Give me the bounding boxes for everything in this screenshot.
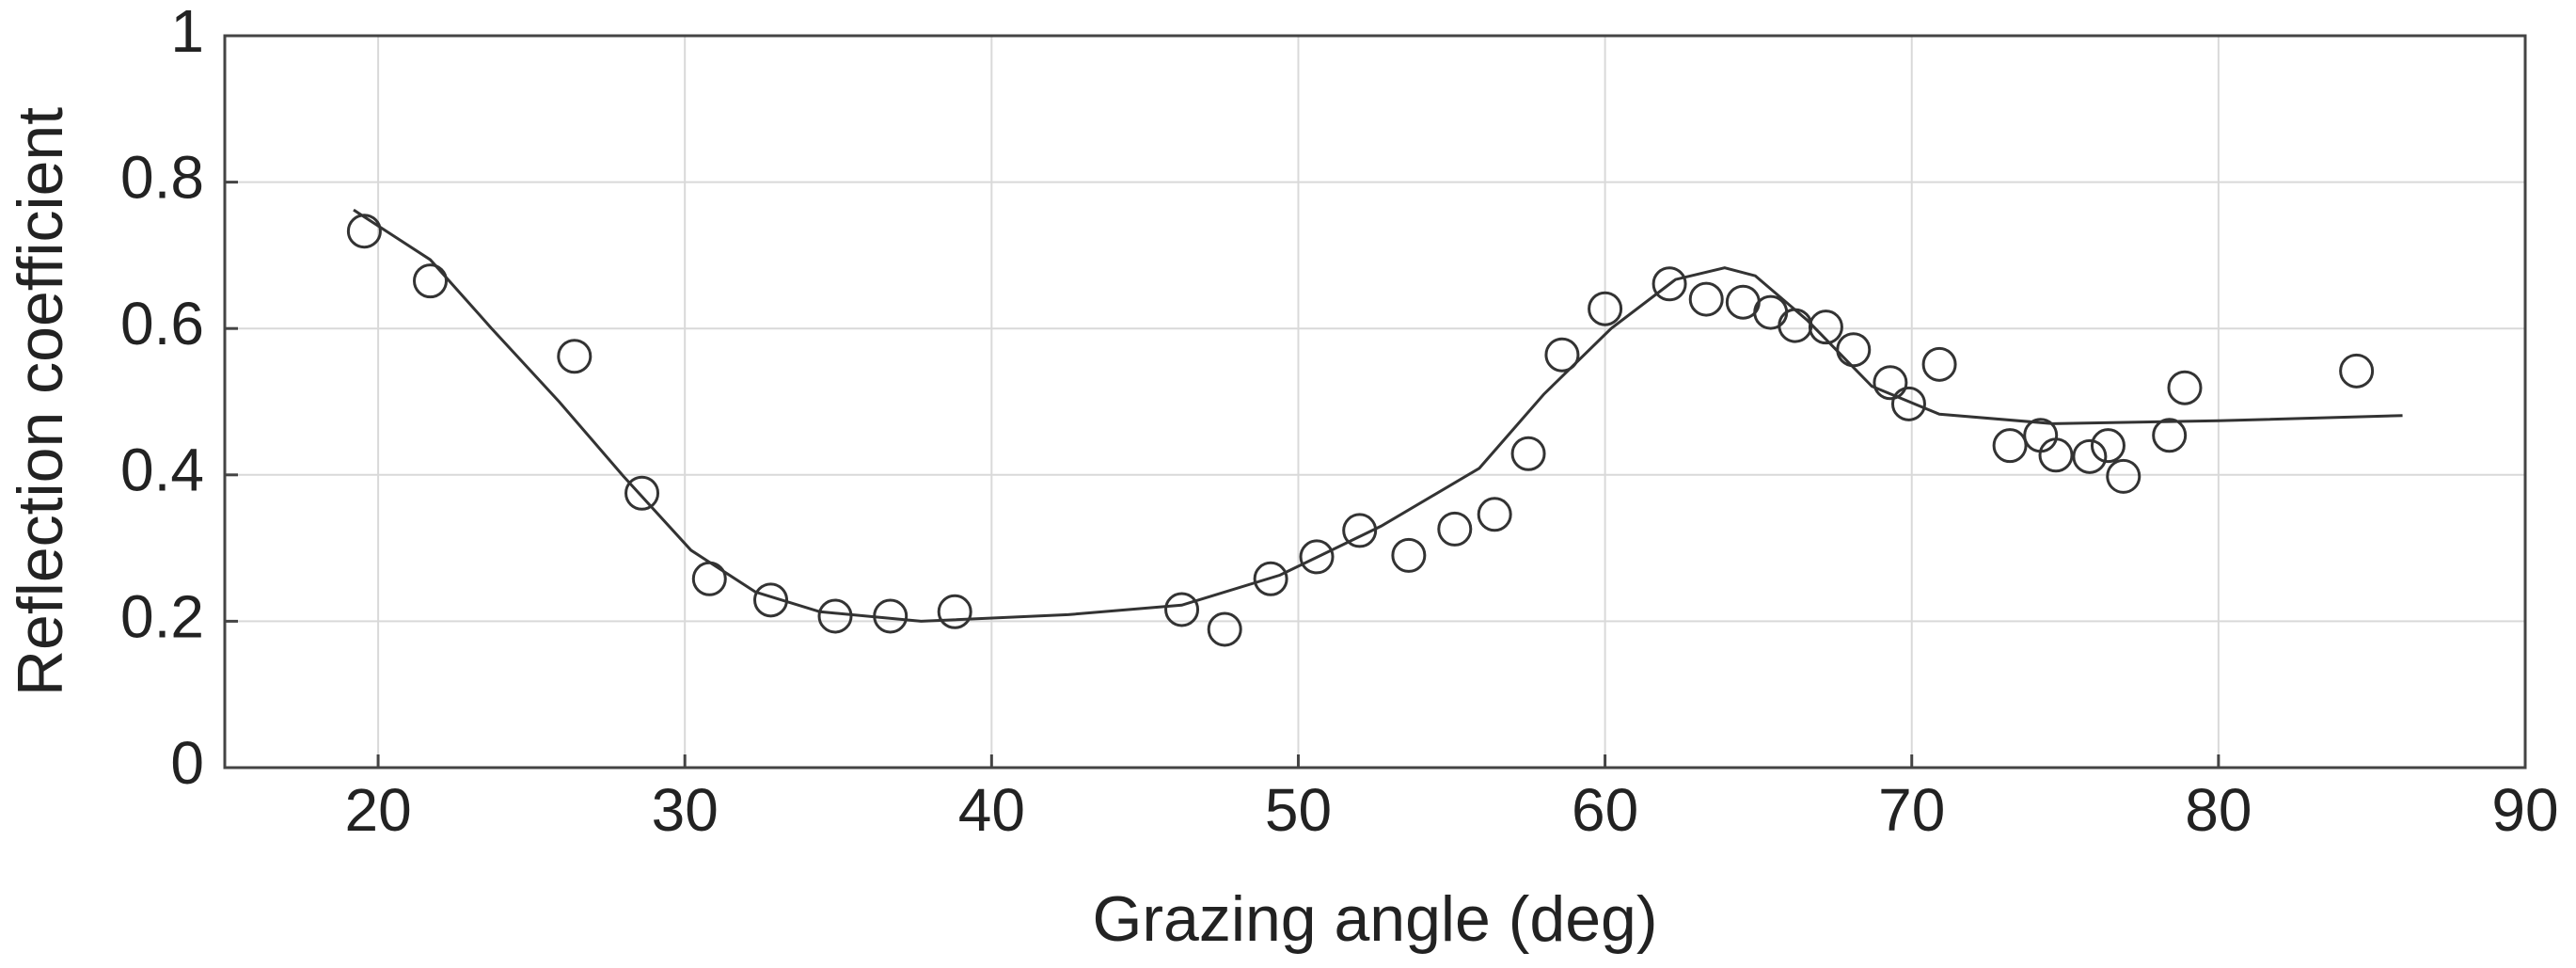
data-point xyxy=(1299,539,1335,575)
data-point xyxy=(1510,436,1546,471)
data-point xyxy=(346,214,382,249)
fit-line xyxy=(353,208,2403,623)
data-point xyxy=(1164,592,1200,627)
data-point xyxy=(1992,428,2028,464)
data-point xyxy=(1391,537,1427,573)
data-point xyxy=(753,582,789,618)
data-point xyxy=(1588,291,1623,326)
y-tick-label: 0.6 xyxy=(120,290,204,357)
data-point xyxy=(624,475,660,511)
data-point xyxy=(1342,513,1378,548)
data-point xyxy=(1207,611,1242,647)
y-tick-label: 0.8 xyxy=(120,144,204,212)
x-tick-label: 80 xyxy=(2185,776,2252,844)
plot-area xyxy=(225,36,2525,768)
plot-frame xyxy=(223,34,2527,770)
y-axis-label: Reflection coefficient xyxy=(5,107,76,696)
data-point xyxy=(1688,281,1724,317)
data-point xyxy=(1651,266,1687,302)
data-point xyxy=(2152,418,2188,453)
data-point xyxy=(1890,386,1926,421)
data-point xyxy=(1808,309,1843,345)
x-tick-label: 50 xyxy=(1265,776,1332,844)
data-point xyxy=(1477,497,1512,532)
x-tick-label: 40 xyxy=(958,776,1025,844)
x-tick-label: 90 xyxy=(2491,776,2558,844)
data-point xyxy=(937,594,972,629)
x-tick-label: 20 xyxy=(344,776,411,844)
y-tick-label: 0 xyxy=(170,729,204,797)
data-point xyxy=(1253,561,1288,596)
x-tick-label: 30 xyxy=(652,776,719,844)
data-point xyxy=(557,339,593,374)
data-point xyxy=(817,598,853,634)
y-tick-label: 0.2 xyxy=(120,582,204,650)
x-axis-label: Grazing angle (deg) xyxy=(1092,883,1657,955)
data-point xyxy=(2339,353,2375,389)
data-point xyxy=(1921,346,1957,382)
data-point xyxy=(2072,438,2108,474)
y-tick-label: 1 xyxy=(170,0,204,65)
data-point xyxy=(1873,365,1908,401)
y-tick-label: 0.4 xyxy=(120,436,204,504)
data-point xyxy=(2167,370,2203,405)
data-point xyxy=(2090,428,2126,464)
data-point xyxy=(1544,337,1580,373)
data-point xyxy=(2038,437,2074,473)
x-tick-label: 60 xyxy=(1572,776,1638,844)
data-point xyxy=(1437,511,1473,547)
x-tick-label: 70 xyxy=(1878,776,1945,844)
data-point xyxy=(413,263,449,299)
data-point xyxy=(2106,458,2141,494)
